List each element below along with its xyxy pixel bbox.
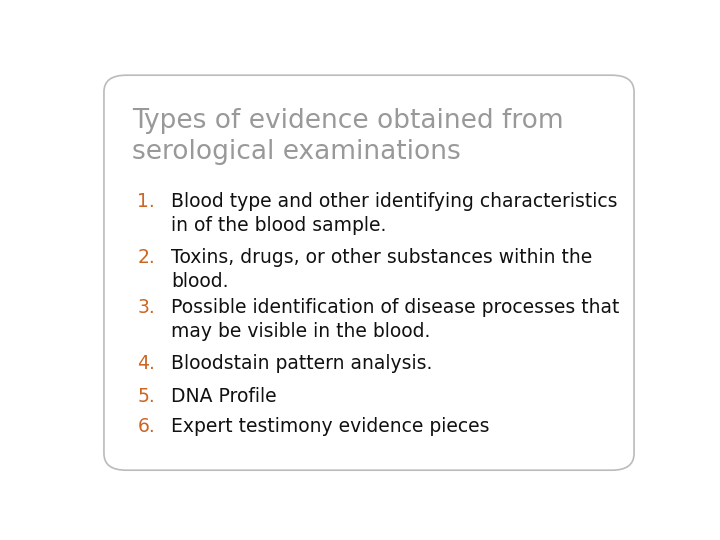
FancyBboxPatch shape bbox=[104, 75, 634, 470]
Text: 3.: 3. bbox=[138, 298, 156, 316]
Text: 4.: 4. bbox=[138, 354, 156, 373]
Text: DNA Profile: DNA Profile bbox=[171, 387, 276, 406]
Text: 5.: 5. bbox=[138, 387, 156, 406]
Text: Bloodstain pattern analysis.: Bloodstain pattern analysis. bbox=[171, 354, 432, 373]
Text: Types of evidence obtained from
serological examinations: Types of evidence obtained from serologi… bbox=[132, 109, 564, 165]
Text: Expert testimony evidence pieces: Expert testimony evidence pieces bbox=[171, 417, 490, 436]
Text: 2.: 2. bbox=[138, 248, 156, 267]
Text: 1.: 1. bbox=[138, 192, 156, 211]
Text: 6.: 6. bbox=[138, 417, 156, 436]
Text: Possible identification of disease processes that
may be visible in the blood.: Possible identification of disease proce… bbox=[171, 298, 619, 341]
Text: Toxins, drugs, or other substances within the
blood.: Toxins, drugs, or other substances withi… bbox=[171, 248, 592, 291]
Text: Blood type and other identifying characteristics
in of the blood sample.: Blood type and other identifying charact… bbox=[171, 192, 618, 235]
